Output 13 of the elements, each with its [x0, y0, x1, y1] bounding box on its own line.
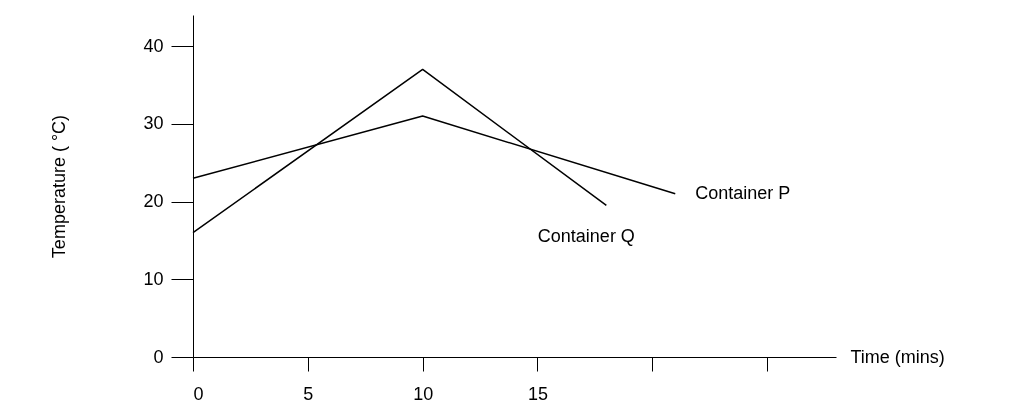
- series-label: Container Q: [537, 226, 635, 247]
- y-axis-title: Temperature ( °C): [48, 114, 69, 259]
- x-tick-label: 10: [413, 383, 434, 404]
- x-tick-label: 5: [303, 383, 314, 404]
- y-tick-label: 20: [143, 191, 164, 212]
- x-tick-label: 0: [193, 383, 204, 404]
- y-tick-label: 40: [143, 35, 164, 56]
- y-tick-label: 0: [153, 346, 164, 367]
- x-axis-title: Time (mins): [850, 346, 945, 367]
- x-tick-label: 15: [527, 383, 548, 404]
- y-tick-label: 10: [143, 268, 164, 289]
- y-tick-label: 30: [143, 113, 164, 134]
- series-label: Container P: [695, 182, 791, 203]
